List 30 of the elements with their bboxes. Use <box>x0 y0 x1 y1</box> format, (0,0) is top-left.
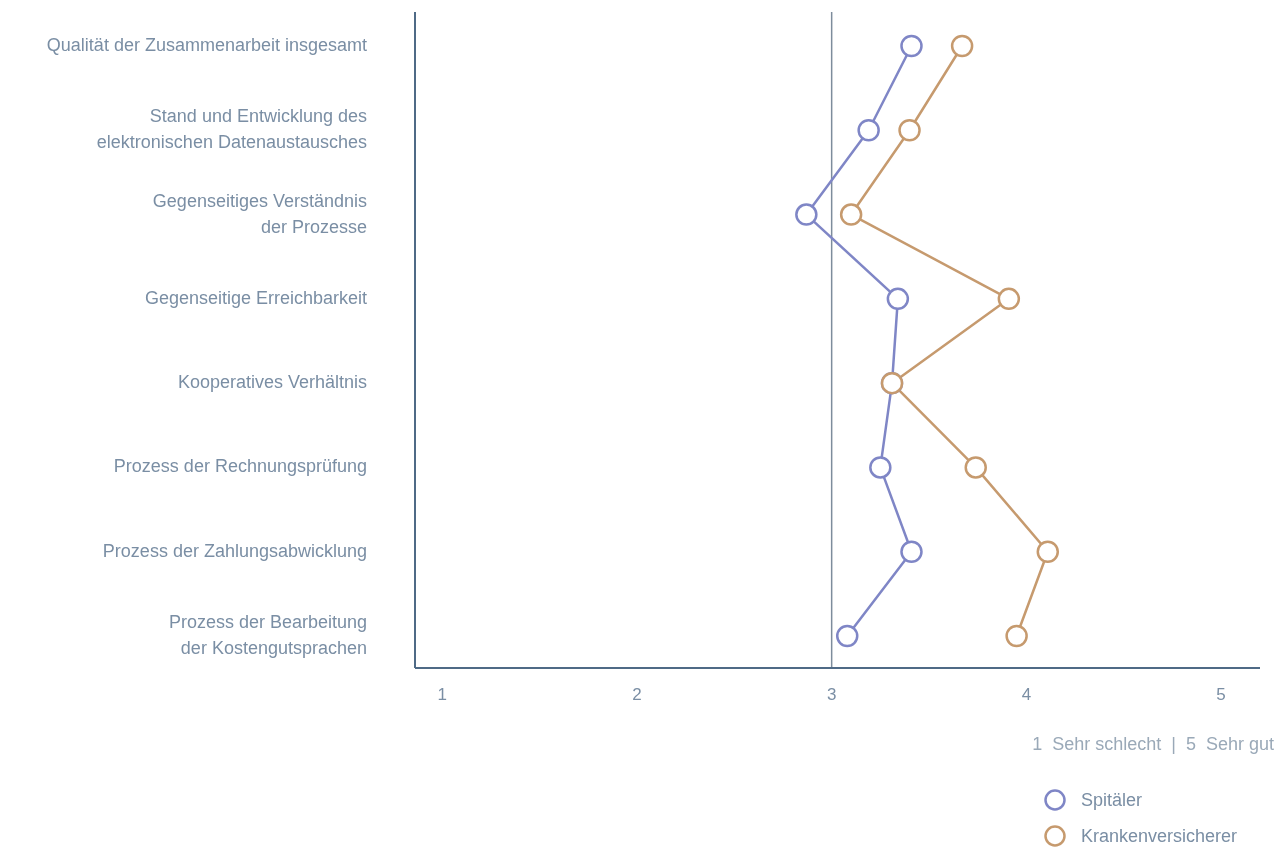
x-tick-label: 4 <box>1021 685 1032 705</box>
point <box>869 456 892 479</box>
point <box>886 287 910 311</box>
y-tick-label: Prozess der Bearbeitung der Kostengutsprachen <box>168 611 367 658</box>
point <box>950 34 974 58</box>
point <box>900 540 923 563</box>
point <box>839 203 863 226</box>
text: 1 Sehr schlecht | 5 Sehr gut <box>1032 734 1274 755</box>
point <box>1036 540 1060 563</box>
point <box>964 456 987 479</box>
point <box>898 119 921 142</box>
y-tick-label: Kooperatives Verhältnis <box>177 371 367 392</box>
point <box>835 624 859 648</box>
y-tick-label: Prozess der Rechnungsprüfung <box>113 456 367 477</box>
point <box>900 34 923 58</box>
point <box>857 119 880 142</box>
x-tick-label: 5 <box>1216 685 1226 705</box>
legend-label: Spitäler <box>1081 789 1143 811</box>
x-tick-label: 3 <box>826 685 837 705</box>
legend-label: Krankenversicherer <box>1081 825 1238 847</box>
x-tick-label: 2 <box>632 685 642 705</box>
x-tick-label: 1 <box>437 685 447 705</box>
y-tick-label: Prozess der Zahlungsabwicklung <box>102 540 367 561</box>
y-tick-label: Stand und Entwicklung des elektronischen Datenaustausches <box>96 106 367 153</box>
point <box>795 203 818 226</box>
y-tick-label: Qualität der Zusammenarbeit insgesamt <box>46 34 367 55</box>
point <box>997 287 1021 311</box>
y-tick-label: Gegenseitiges Verständnis der Prozesse <box>152 190 367 237</box>
y-tick-label: Gegenseitige Erreichbarkeit <box>144 287 367 308</box>
point <box>1005 624 1028 648</box>
